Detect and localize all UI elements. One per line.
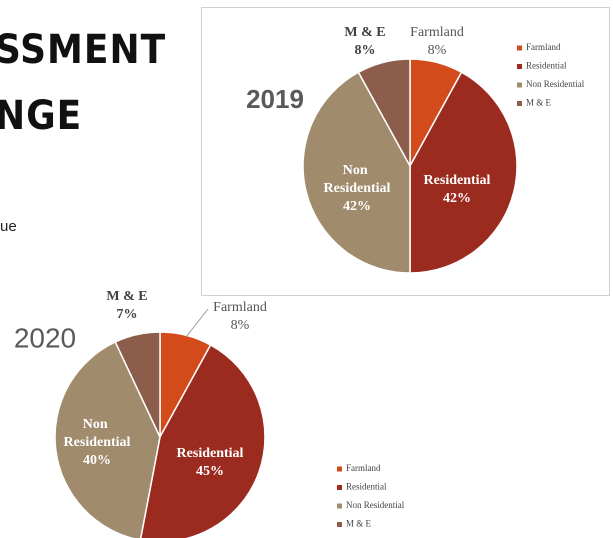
legend-label: Non Residential xyxy=(526,79,585,89)
data-label-value: 8% xyxy=(355,43,376,58)
pie-slice xyxy=(357,58,411,167)
legend-label: M & E xyxy=(526,98,552,108)
legend-label: Residential xyxy=(346,482,387,492)
data-label-value: 8% xyxy=(428,43,447,58)
slide-title-line: NGE xyxy=(0,93,82,139)
legend-swatch xyxy=(517,45,522,51)
data-label-category: Residential xyxy=(177,446,244,461)
pie-slice xyxy=(54,340,161,538)
legend-swatch xyxy=(337,485,342,490)
data-label-value: 7% xyxy=(117,307,138,322)
legend-swatch xyxy=(337,522,342,527)
data-label-category: M & E xyxy=(344,25,385,40)
data-label-value: 42% xyxy=(443,191,471,206)
legend-label: M & E xyxy=(346,519,372,529)
legend-swatch xyxy=(517,101,522,106)
data-label-value: 8% xyxy=(231,318,250,333)
legend-label: Residential xyxy=(526,61,567,71)
leader-line xyxy=(185,308,209,338)
data-label-value: 45% xyxy=(196,464,224,479)
chart-title: 2020 xyxy=(14,322,76,353)
data-label-category: Farmland xyxy=(213,300,267,315)
data-label-category: Residential xyxy=(424,173,491,188)
data-label-value: 42% xyxy=(343,199,371,214)
slide-title-line: SSMENT xyxy=(0,27,166,73)
legend-swatch xyxy=(337,466,342,472)
legend-swatch xyxy=(517,64,522,69)
data-label-value: 40% xyxy=(83,453,111,468)
body-text: ue xyxy=(0,218,17,235)
data-label-category: Non Residential xyxy=(324,163,391,196)
pie-slice xyxy=(114,331,161,438)
legend-swatch xyxy=(337,503,342,509)
pie-slice xyxy=(409,71,518,274)
legend-swatch xyxy=(517,82,522,88)
legend-label: Non Residential xyxy=(346,500,405,510)
legend-label: Farmland xyxy=(526,42,561,52)
chart-title: 2019 xyxy=(246,84,304,114)
data-label-category: Farmland xyxy=(410,25,464,40)
pie-slice xyxy=(302,71,411,274)
legend-label: Farmland xyxy=(346,463,381,473)
data-label-category: M & E xyxy=(106,289,147,304)
data-label-category: Non Residential xyxy=(64,417,131,450)
pie-slice xyxy=(139,343,266,538)
